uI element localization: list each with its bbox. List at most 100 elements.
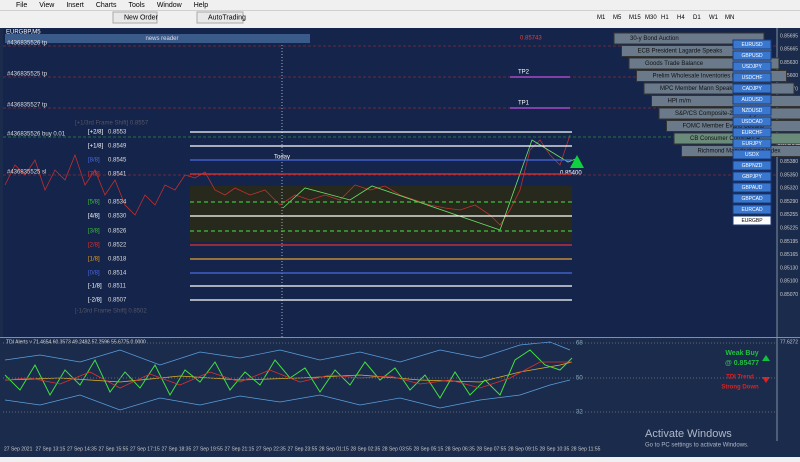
- watermark-subtitle: Go to PC settings to activate Windows.: [645, 443, 749, 449]
- price-tick: 0.85665: [780, 47, 798, 53]
- menu-item[interactable]: Window: [157, 2, 183, 9]
- time-tick: 27 Sep 15:55: [99, 446, 129, 452]
- menu-item[interactable]: Charts: [96, 2, 117, 9]
- symbol-label[interactable]: EURCHF: [742, 130, 763, 136]
- murrey-label: [2/8]: [88, 243, 100, 249]
- signal: Weak Buy: [725, 350, 758, 357]
- murrey-price: 0.8534: [108, 200, 127, 206]
- symbol-label[interactable]: USDCHF: [742, 75, 763, 81]
- symbol-label[interactable]: GBPJPY: [742, 174, 762, 180]
- murrey-label: [+1/8]: [88, 144, 104, 150]
- order-label: #436835526 buy 0.01: [7, 132, 66, 138]
- symbol-label[interactable]: USDJPY: [742, 64, 762, 70]
- symbol-label[interactable]: GBPCAD: [741, 196, 763, 202]
- time-tick: 28 Sep 01:15: [319, 446, 349, 452]
- murrey-label: [-2/8]: [88, 298, 102, 304]
- murrey-price: 0.8549: [108, 144, 127, 150]
- price-tick: 0.85165: [780, 252, 798, 258]
- price-tick: 0.85100: [780, 279, 798, 285]
- price-tick: 0.85320: [780, 186, 798, 192]
- signal-price: @ 0.85477: [725, 360, 759, 367]
- timeframe[interactable]: H1: [661, 15, 669, 21]
- autotrading[interactable]: AutoTrading: [208, 14, 246, 21]
- timeframe[interactable]: D1: [693, 15, 701, 21]
- time-tick: 28 Sep 06:35: [445, 446, 475, 452]
- symbol-label[interactable]: GBPNZD: [742, 163, 763, 169]
- news-title[interactable]: Prelim Wholesale Inventories m/m: [653, 74, 744, 80]
- news-title[interactable]: ECB President Lagarde Speaks: [638, 49, 723, 55]
- order-label: #436835525 tp: [7, 72, 48, 78]
- frame-shift-top: [+1/3rd Frame Shift] 0.8557: [75, 121, 149, 127]
- menu-item[interactable]: Tools: [128, 2, 145, 9]
- order-label: #436835527 tp: [7, 103, 48, 109]
- news-title[interactable]: 30-y Bond Auction: [630, 36, 679, 42]
- tp-label: TP2: [518, 70, 530, 76]
- price-tick: 0.85130: [780, 265, 798, 271]
- timeframe[interactable]: M5: [613, 15, 622, 21]
- top-price: 0.85743: [520, 36, 542, 42]
- murrey-price: 0.8541: [108, 172, 127, 178]
- timeframe[interactable]: M1: [597, 15, 606, 21]
- watermark-title: Activate Windows: [645, 428, 732, 440]
- symbol-label[interactable]: NZDUSD: [742, 108, 763, 114]
- symbol-label[interactable]: GBPUSD: [741, 53, 763, 59]
- time-tick: 27 Sep 14:35: [67, 446, 97, 452]
- price-tick: 0.85255: [780, 212, 798, 218]
- new-order[interactable]: New Order: [124, 14, 159, 21]
- murrey-price: 0.8507: [108, 298, 127, 304]
- time-tick: 27 Sep 22:35: [256, 446, 286, 452]
- murrey-label: [3/8]: [88, 229, 100, 235]
- symbol-label[interactable]: EURJPY: [742, 141, 762, 147]
- price-tick: 0.85695: [780, 33, 798, 39]
- murrey-label: [7/8]: [88, 172, 100, 178]
- murrey-label: [-1/8]: [88, 284, 102, 290]
- symbol-label[interactable]: EURCAD: [741, 207, 763, 213]
- murrey-label: [0/8]: [88, 271, 100, 277]
- time-tick: 27 Sep 21:15: [225, 446, 255, 452]
- zone: [190, 186, 572, 242]
- price-tick: 0.85225: [780, 226, 798, 232]
- time-tick: 28 Sep 10:35: [540, 446, 570, 452]
- news-title[interactable]: Goods Trade Balance: [645, 61, 704, 67]
- time-tick: 27 Sep 17:15: [130, 446, 160, 452]
- murrey-price: 0.8545: [108, 158, 127, 164]
- time-tick: 28 Sep 11:55: [571, 446, 601, 452]
- timeframe[interactable]: H4: [677, 15, 685, 21]
- news-title[interactable]: MPC Member Mann Speaks: [660, 86, 735, 92]
- murrey-price: 0.8518: [108, 257, 127, 263]
- frame-shift-bottom: [-1/3rd Frame Shift] 0.8502: [75, 309, 147, 315]
- murrey-price: 0.8522: [108, 243, 127, 249]
- timeframe[interactable]: W1: [709, 15, 719, 21]
- time-tick: 28 Sep 02:35: [351, 446, 381, 452]
- time-tick: 28 Sep 09:15: [508, 446, 538, 452]
- time-tick: 27 Sep 19:55: [193, 446, 223, 452]
- symbol-label[interactable]: CADJPY: [742, 86, 762, 92]
- symbol-label[interactable]: EURUSD: [741, 42, 763, 48]
- time-tick: 28 Sep 05:15: [414, 446, 444, 452]
- price-tick: 0.85630: [780, 60, 798, 66]
- time-tick: 28 Sep 03:55: [382, 446, 412, 452]
- level-label: 32: [576, 410, 583, 416]
- symbol-label[interactable]: USDCAD: [741, 119, 763, 125]
- symbol-label[interactable]: EURGBP: [741, 218, 763, 224]
- menu-item[interactable]: File: [16, 2, 27, 9]
- indicator-header: TDI Alerts v 71.4654 60.3573 49.2492 57.…: [6, 339, 146, 345]
- symbol-label[interactable]: AUDUSD: [741, 97, 763, 103]
- timeframe[interactable]: M30: [645, 15, 657, 21]
- menu-item[interactable]: Help: [194, 2, 209, 9]
- timeframe[interactable]: MN: [725, 15, 734, 21]
- menu-item[interactable]: Insert: [66, 2, 84, 9]
- symbol-label[interactable]: GBPAUD: [742, 185, 763, 191]
- symbol-label[interactable]: USDX: [745, 152, 760, 158]
- murrey-price: 0.8511: [108, 284, 127, 290]
- murrey-price: 0.8530: [108, 214, 127, 220]
- time-tick: 27 Sep 13:15: [36, 446, 66, 452]
- news-reader[interactable]: news reader: [145, 36, 178, 42]
- murrey-price: 0.8526: [108, 229, 127, 235]
- menu-item[interactable]: View: [39, 2, 55, 9]
- murrey-price: 0.8553: [108, 130, 127, 136]
- news-title[interactable]: HPI m/m: [668, 99, 691, 105]
- price-tick: 0.85070: [780, 292, 798, 298]
- order-label: #436835526 tp: [7, 41, 48, 47]
- timeframe[interactable]: M15: [629, 15, 641, 21]
